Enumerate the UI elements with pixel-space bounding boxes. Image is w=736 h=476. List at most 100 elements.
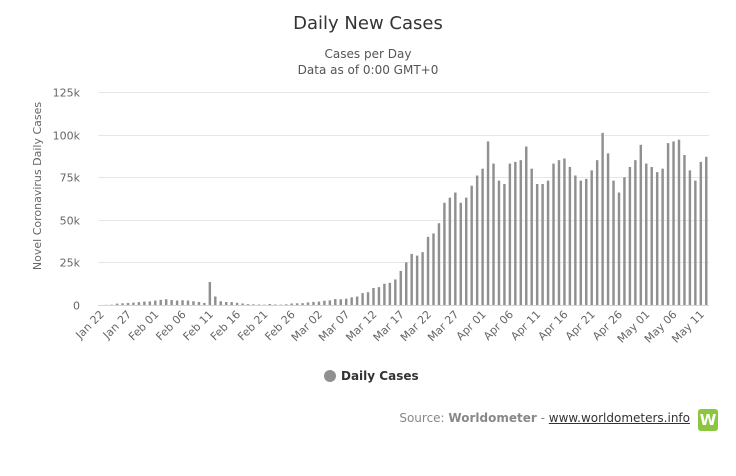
bar[interactable]	[683, 155, 686, 305]
bar[interactable]	[399, 270, 402, 305]
bar[interactable]	[677, 139, 681, 305]
bar[interactable]	[344, 298, 348, 305]
source-link[interactable]: www.worldometers.info	[548, 411, 690, 425]
bar[interactable]	[290, 303, 293, 305]
bar[interactable]	[634, 160, 637, 305]
legend[interactable]: Daily Cases	[324, 369, 419, 383]
bar[interactable]	[219, 301, 222, 305]
bar[interactable]	[606, 153, 610, 305]
bar[interactable]	[421, 252, 424, 305]
bar[interactable]	[366, 292, 370, 305]
bar[interactable]	[355, 296, 359, 305]
bar[interactable]	[197, 301, 201, 305]
bar[interactable]	[672, 141, 675, 305]
bar[interactable]	[154, 300, 157, 305]
bar[interactable]	[203, 302, 206, 305]
bar[interactable]	[666, 143, 670, 305]
bar[interactable]	[148, 301, 152, 305]
bar[interactable]	[274, 304, 277, 305]
bar[interactable]	[432, 233, 435, 305]
bar[interactable]	[688, 170, 692, 305]
bar[interactable]	[339, 299, 342, 305]
bar[interactable]	[241, 303, 244, 305]
bar[interactable]	[705, 156, 708, 305]
bar[interactable]	[557, 160, 561, 305]
bar[interactable]	[224, 301, 228, 305]
bar[interactable]	[481, 168, 484, 305]
bar[interactable]	[208, 282, 212, 305]
bar[interactable]	[519, 160, 523, 305]
bar[interactable]	[295, 303, 299, 305]
bar[interactable]	[530, 168, 533, 305]
bar[interactable]	[454, 192, 457, 305]
bar[interactable]	[470, 185, 473, 305]
bar[interactable]	[394, 279, 397, 305]
bar[interactable]	[541, 184, 544, 305]
bar[interactable]	[585, 178, 588, 305]
bar[interactable]	[328, 300, 332, 305]
bar[interactable]	[650, 166, 653, 305]
bar[interactable]	[361, 293, 364, 305]
bar[interactable]	[535, 184, 539, 305]
bar[interactable]	[514, 161, 517, 305]
bar[interactable]	[595, 160, 599, 305]
bar[interactable]	[525, 146, 528, 305]
bar[interactable]	[334, 299, 337, 305]
bar[interactable]	[306, 302, 310, 305]
bar[interactable]	[214, 296, 217, 305]
bar[interactable]	[405, 262, 408, 305]
bar[interactable]	[448, 197, 452, 305]
bar[interactable]	[350, 297, 353, 305]
bar[interactable]	[126, 302, 130, 305]
bar[interactable]	[388, 282, 392, 305]
bar[interactable]	[415, 255, 419, 305]
bar[interactable]	[410, 253, 413, 305]
bar[interactable]	[623, 177, 626, 305]
bar[interactable]	[574, 175, 577, 306]
bar[interactable]	[301, 303, 304, 305]
bar[interactable]	[590, 170, 593, 305]
bar[interactable]	[383, 283, 386, 305]
bar[interactable]	[437, 223, 441, 305]
bar[interactable]	[486, 141, 490, 305]
bar[interactable]	[312, 301, 315, 305]
bar[interactable]	[426, 236, 430, 305]
bar[interactable]	[192, 301, 195, 305]
bar[interactable]	[546, 180, 550, 305]
bar[interactable]	[601, 132, 604, 305]
bar[interactable]	[257, 304, 261, 305]
bar[interactable]	[639, 144, 643, 305]
bar[interactable]	[579, 180, 583, 305]
bar[interactable]	[186, 300, 190, 305]
bar[interactable]	[323, 300, 326, 305]
bar[interactable]	[503, 184, 506, 305]
bar[interactable]	[268, 303, 272, 305]
bar[interactable]	[508, 163, 512, 305]
bar[interactable]	[661, 168, 664, 305]
bar[interactable]	[459, 202, 462, 305]
bar[interactable]	[115, 303, 119, 305]
bar[interactable]	[465, 197, 468, 305]
bar[interactable]	[563, 158, 566, 305]
bar[interactable]	[699, 161, 703, 305]
bar[interactable]	[568, 166, 572, 305]
bar[interactable]	[377, 287, 381, 305]
bar[interactable]	[628, 166, 632, 305]
bar[interactable]	[552, 163, 555, 305]
bar[interactable]	[230, 302, 233, 305]
bar[interactable]	[617, 192, 621, 305]
bar[interactable]	[475, 175, 479, 306]
bar[interactable]	[694, 180, 697, 305]
bar[interactable]	[497, 180, 501, 305]
bar[interactable]	[284, 304, 288, 305]
bar[interactable]	[181, 300, 184, 305]
bar[interactable]	[121, 303, 124, 305]
bar[interactable]	[645, 163, 648, 305]
bar[interactable]	[246, 304, 250, 305]
bar[interactable]	[492, 163, 495, 305]
bar[interactable]	[143, 301, 146, 305]
bar[interactable]	[164, 299, 168, 305]
bar[interactable]	[159, 299, 162, 305]
bar[interactable]	[655, 172, 659, 305]
bar[interactable]	[252, 304, 255, 305]
